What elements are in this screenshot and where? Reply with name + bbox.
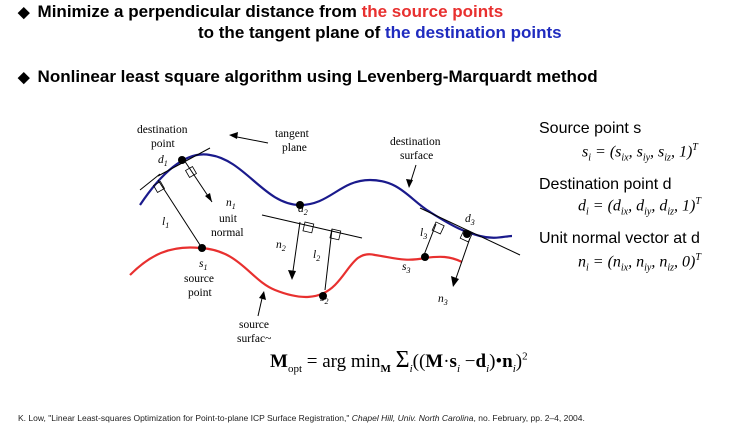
right-angle-l1 — [152, 180, 166, 194]
l1-label: l1 — [162, 216, 169, 230]
n3-arrow — [453, 237, 471, 285]
citation-text: K. Low, "Linear Least-squares Optimizati… — [18, 413, 352, 423]
bullet-1-highlight-destination: the destination points — [385, 23, 562, 42]
citation-footer: K. Low, "Linear Least-squares Optimizati… — [18, 413, 585, 423]
destination-point-label: destination — [137, 124, 188, 136]
n2-arrowhead-icon — [288, 270, 296, 280]
tangent-line-d1-ext — [139, 173, 161, 191]
unit-normal-title: Unit normal vector at d — [539, 230, 700, 247]
s2-label: s2 — [320, 292, 328, 306]
d3-label: d3 — [465, 213, 475, 227]
n1-arrowhead-icon — [205, 193, 212, 202]
destination-point-label-2: point — [151, 138, 175, 150]
d2-label: d2 — [298, 203, 308, 217]
citation-venue: Chapel Hill, Univ. North Carolina — [351, 413, 474, 423]
diamond-bullet-icon: ◆ — [18, 69, 30, 86]
right-angle-n1 — [184, 165, 198, 179]
unit-normal-label-2: normal — [211, 227, 244, 239]
source-point-label-2: point — [188, 287, 212, 299]
l1-perpendicular — [157, 179, 201, 246]
source-point-label: source — [184, 273, 214, 285]
source-point-equation: si = (six, siy, siz, 1)T — [582, 142, 698, 164]
tangent-arrowhead-icon — [229, 132, 238, 139]
destination-surface-arrowhead-icon — [406, 179, 413, 188]
point-d2 — [296, 201, 304, 209]
s3-label: s3 — [402, 261, 410, 275]
point-s1 — [198, 244, 206, 252]
d1-label: d1 — [158, 154, 168, 168]
right-angle-n2 — [302, 221, 315, 234]
destination-point-title: Destination point d — [539, 176, 672, 193]
destination-surface-label: destination — [390, 136, 441, 148]
point-s3 — [421, 253, 429, 261]
point-d1 — [178, 156, 186, 164]
bullet-2: ◆ Nonlinear least square algorithm using … — [18, 67, 598, 87]
bullet-1-highlight-source: the source points — [361, 2, 504, 21]
source-surface-arrowhead-icon — [259, 291, 266, 300]
bullet-1-line-2-prefix: to the tangent plane of — [198, 23, 385, 42]
tangent-plane-label-2: plane — [282, 142, 307, 154]
bullet-1-line-2: to the tangent plane of the destination … — [198, 23, 562, 43]
n3-arrowhead-icon — [451, 276, 459, 287]
citation-details: , no. February, pp. 2–4, 2004. — [473, 413, 585, 423]
s1-label: s1 — [199, 258, 207, 272]
right-angle-l2 — [329, 228, 342, 241]
destination-point-equation: di = (dix, diy, diz, 1)T — [578, 196, 701, 218]
bullet-1-prefix: Minimize a perpendicular distance from — [37, 2, 362, 21]
unit-normal-label: unit — [219, 213, 238, 225]
diamond-bullet-icon: ◆ — [18, 4, 30, 21]
n2-arrow — [291, 221, 301, 279]
point-s2 — [319, 292, 327, 300]
tangent-plane-label: tangent — [275, 128, 310, 140]
source-surface-label: source — [239, 319, 269, 331]
l2-label: l2 — [313, 249, 320, 263]
source-surface-curve — [129, 246, 463, 299]
l3-label: l3 — [420, 227, 427, 241]
n1-label: n1 — [226, 197, 236, 211]
bullet-2-text: Nonlinear least square algorithm using L… — [37, 67, 598, 86]
optimization-formula: Mopt = arg minM Σi((M·si −di)•ni)2 — [270, 347, 528, 375]
point-to-plane-diagram: destination point d1 tangent plane desti… — [129, 124, 521, 345]
source-point-title: Source point s — [539, 120, 642, 137]
right-angle-l3 — [431, 221, 445, 235]
l3-perpendicular — [423, 223, 437, 256]
n3-label: n3 — [438, 293, 448, 307]
n2-label: n2 — [276, 239, 286, 253]
bullet-1-line-1: ◆ Minimize a perpendicular distance from … — [18, 2, 503, 22]
tangent-label-arrow — [231, 135, 269, 144]
point-d3 — [463, 230, 471, 238]
l2-perpendicular — [324, 228, 333, 291]
destination-surface-label-2: surface — [400, 150, 433, 162]
tangent-line-d2 — [261, 214, 363, 239]
source-surface-label-2: surfac~ — [237, 333, 271, 345]
unit-normal-equation: ni = (nix, niy, niz, 0)T — [578, 252, 701, 274]
